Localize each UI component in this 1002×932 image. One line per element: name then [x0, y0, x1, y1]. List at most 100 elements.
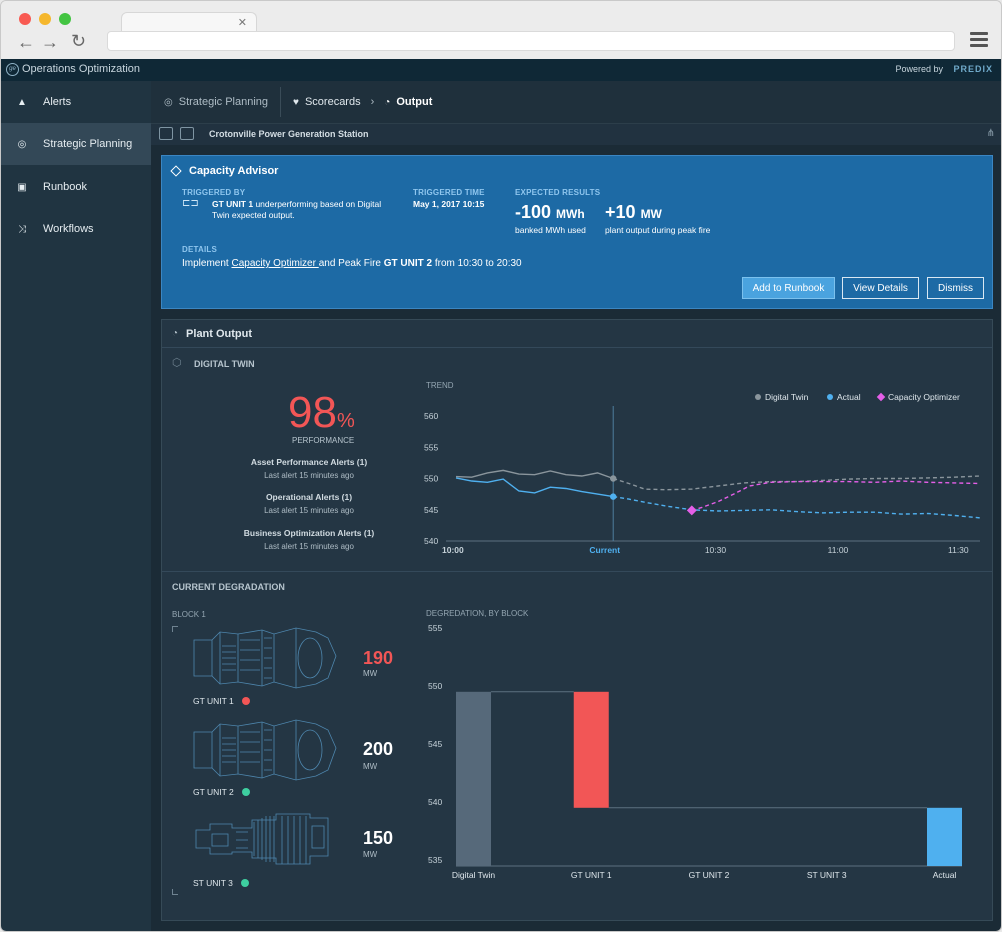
unit-name: GT UNIT 2: [193, 787, 234, 797]
legend-label: Digital Twin: [765, 392, 809, 402]
sidebar-item-alerts[interactable]: ▲ Alerts: [1, 81, 151, 123]
st-unit-3-label[interactable]: ST UNIT 3: [193, 878, 249, 888]
station-name: Crotonville Power Generation Station: [209, 129, 369, 139]
gt-unit-2-turbine-icon: [193, 719, 337, 781]
business-optimization-alerts[interactable]: Business Optimization Alerts (1): [243, 528, 375, 538]
series-line: [612, 475, 981, 491]
asset-icon[interactable]: [159, 127, 173, 140]
bar: [927, 807, 962, 866]
predix-logo: PREDIX: [953, 64, 993, 74]
maximize-window-button[interactable]: [59, 13, 71, 25]
close-tab-icon[interactable]: ✕: [237, 17, 247, 29]
trend-chart: TREND Digital Twin Actual Capacity Optimize…: [424, 381, 981, 555]
reload-icon[interactable]: ↻: [71, 31, 87, 51]
bracket-corner: [172, 626, 178, 632]
details-post: from 10:30 to 20:30: [432, 258, 522, 269]
turbine-icon: ⊏⊐: [182, 198, 199, 209]
y-tick-label: 555: [428, 623, 442, 633]
forward-arrow-icon[interactable]: →: [41, 32, 59, 52]
minimize-window-button[interactable]: [39, 13, 51, 25]
series-line: [613, 495, 981, 519]
gt-unit-1-value: 190: [363, 648, 394, 668]
result-mw-unit: MW: [640, 207, 662, 221]
x-tick-label: 11:30: [948, 545, 969, 555]
dismiss-button[interactable]: Dismiss: [927, 277, 984, 299]
performance-value: 98%: [288, 388, 355, 438]
breadcrumb: ◎ Strategic Planning ♥ Scorecards › ◔ Ou…: [151, 81, 1001, 123]
target-icon: ◎: [17, 138, 27, 150]
unit-name: ST UNIT 3: [193, 878, 233, 888]
y-tick-label: 540: [424, 536, 438, 546]
unit-mw-label: MW: [363, 669, 378, 678]
operational-alerts[interactable]: Operational Alerts (1): [265, 492, 353, 502]
x-tick-label: 10:00: [442, 545, 464, 555]
back-arrow-icon[interactable]: ←: [17, 32, 35, 52]
result-mwh-unit: MWh: [556, 207, 585, 221]
sidebar-item-strategic-planning[interactable]: ◎ Strategic Planning: [1, 123, 151, 165]
triggered-time-value: May 1, 2017 10:15: [413, 199, 485, 209]
breadcrumb-label: Scorecards: [304, 96, 361, 108]
main-content: ◎ Strategic Planning ♥ Scorecards › ◔ Ou…: [151, 81, 1001, 931]
breadcrumb-label: Output: [396, 96, 433, 108]
alert-timestamp: Last alert 15 minutes ago: [264, 471, 354, 480]
current-point: [610, 475, 617, 482]
gt-unit-2-label[interactable]: GT UNIT 2: [193, 787, 250, 797]
result-mw-desc: plant output during peak fire: [605, 225, 711, 235]
target-icon: ◎: [164, 96, 173, 108]
x-tick-label: ST UNIT 3: [807, 870, 847, 880]
divider: [280, 87, 282, 117]
alert-timestamp: Last alert 15 minutes ago: [264, 542, 354, 551]
performance-unit: %: [336, 410, 355, 432]
gauge-icon: ◔: [172, 328, 179, 339]
list-icon[interactable]: [180, 127, 194, 140]
gt-unit-1-turbine-icon: [193, 627, 337, 689]
warning-icon: ▲: [17, 96, 27, 108]
legend-item: Actual: [827, 392, 861, 402]
current-point: [610, 493, 617, 500]
close-window-button[interactable]: [19, 13, 31, 25]
add-to-runbook-button[interactable]: Add to Runbook: [742, 277, 835, 299]
x-tick-label: 10:30: [705, 545, 727, 555]
hierarchy-icon[interactable]: ⋔: [986, 128, 995, 139]
asset-performance-alerts[interactable]: Asset Performance Alerts (1): [250, 457, 368, 467]
plant-output-title: Plant Output: [186, 327, 253, 340]
y-tick-label: 560: [424, 411, 438, 421]
chevron-right-icon: ›: [370, 96, 375, 108]
sidebar-item-runbook[interactable]: ▣ Runbook: [1, 166, 151, 208]
hamburger-menu-icon[interactable]: [970, 32, 988, 48]
series-line: [455, 477, 614, 498]
gauge-icon: ◔: [384, 96, 391, 108]
capacity-optimizer-link[interactable]: Capacity Optimizer: [231, 258, 319, 269]
heart-icon: ♥: [293, 96, 299, 108]
digital-twin-icon: ⬡: [172, 357, 182, 369]
y-tick-label: 535: [428, 855, 442, 865]
digital-twin-label: DIGITAL TWIN: [194, 359, 255, 369]
current-degradation-label: CURRENT DEGRADATION: [172, 582, 285, 592]
trend-title: TREND: [426, 381, 454, 390]
sidebar: ▲ Alerts ◎ Strategic Planning ▣ Runbook …: [1, 81, 151, 931]
result-mw-value: +10 MW: [605, 202, 662, 223]
station-toolbar: Crotonville Power Generation Station ⋔: [151, 123, 1001, 145]
view-details-button[interactable]: View Details: [842, 277, 919, 299]
degradation-title: DEGREDATION, BY BLOCK: [426, 609, 529, 618]
bar: [573, 691, 609, 808]
ge-logo-icon: ge: [6, 63, 19, 76]
y-tick-label: 545: [428, 739, 442, 749]
gt-unit-1-label[interactable]: GT UNIT 1: [193, 696, 250, 706]
sidebar-item-workflows[interactable]: ⤨ Workflows: [1, 208, 151, 250]
breadcrumb-output[interactable]: ◔ Output: [384, 96, 432, 108]
breadcrumb-scorecards[interactable]: ♥ Scorecards: [293, 96, 361, 108]
y-tick-label: 550: [424, 474, 438, 484]
bar: [456, 691, 491, 866]
app-header: ge Operations Optimization Powered by PR…: [1, 59, 1001, 81]
capacity-advisor-card: Capacity Advisor TRIGGERED BY ⊏⊐ GT UNIT…: [161, 155, 993, 309]
sidebar-item-label: Workflows: [43, 223, 94, 235]
triggered-by-desc-2: Twin expected output.: [212, 210, 295, 220]
y-tick-label: 555: [424, 442, 438, 452]
details-pre: Implement: [182, 258, 232, 269]
advisor-title: Capacity Advisor: [170, 165, 278, 177]
browser-tab[interactable]: ✕: [121, 12, 257, 34]
breadcrumb-strategic-planning[interactable]: ◎ Strategic Planning: [164, 96, 268, 108]
address-bar[interactable]: [107, 31, 955, 51]
